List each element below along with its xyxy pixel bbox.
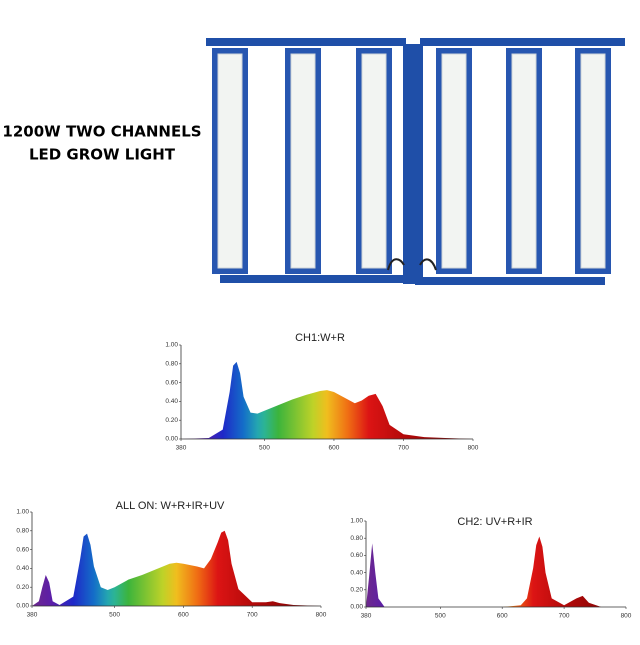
spectrum-area [181, 361, 473, 439]
x-tick-label: 800 [621, 613, 632, 620]
x-tick-label: 800 [468, 445, 479, 452]
y-tick-label: 0.40 [350, 569, 363, 576]
x-tick-label: 500 [259, 445, 270, 452]
x-tick-label: 380 [361, 613, 372, 620]
x-tick-label: 600 [178, 612, 189, 619]
y-tick-label: 0.20 [350, 587, 363, 594]
y-tick-label: 1.00 [165, 342, 178, 349]
y-tick-label: 0.00 [165, 436, 178, 443]
x-tick-label: 700 [398, 445, 409, 452]
headline: 1200W TWO CHANNELS [2, 123, 201, 141]
headline: LED GROW LIGHT [29, 146, 176, 164]
y-tick-label: 1.00 [350, 518, 363, 525]
x-tick-label: 380 [176, 445, 187, 452]
x-tick-label: 700 [247, 612, 258, 619]
chart-title: CH1:W+R [295, 332, 345, 344]
x-tick-label: 600 [497, 613, 508, 620]
x-tick-label: 800 [316, 612, 327, 619]
y-tick-label: 0.60 [350, 552, 363, 559]
chart-title: CH2: UV+R+IR [457, 516, 532, 528]
y-tick-label: 0.00 [16, 603, 29, 610]
x-tick-label: 700 [559, 613, 570, 620]
spectrum-area [366, 536, 626, 607]
y-tick-label: 0.40 [165, 398, 178, 405]
y-tick-label: 0.60 [16, 546, 29, 553]
spectrum-area [32, 530, 321, 606]
y-tick-label: 0.20 [16, 584, 29, 591]
y-tick-label: 0.80 [350, 535, 363, 542]
y-tick-label: 1.00 [16, 509, 29, 516]
y-tick-label: 0.80 [16, 528, 29, 535]
y-tick-label: 0.80 [165, 361, 178, 368]
x-tick-label: 500 [109, 612, 120, 619]
x-tick-label: 500 [435, 613, 446, 620]
y-tick-label: 0.00 [350, 604, 363, 611]
lamp-illustration [206, 38, 625, 285]
y-tick-label: 0.40 [16, 565, 29, 572]
y-tick-label: 0.60 [165, 379, 178, 386]
y-tick-label: 0.20 [165, 417, 178, 424]
x-tick-label: 380 [27, 612, 38, 619]
chart-title: ALL ON: W+R+IR+UV [116, 500, 225, 512]
x-tick-label: 600 [329, 445, 340, 452]
